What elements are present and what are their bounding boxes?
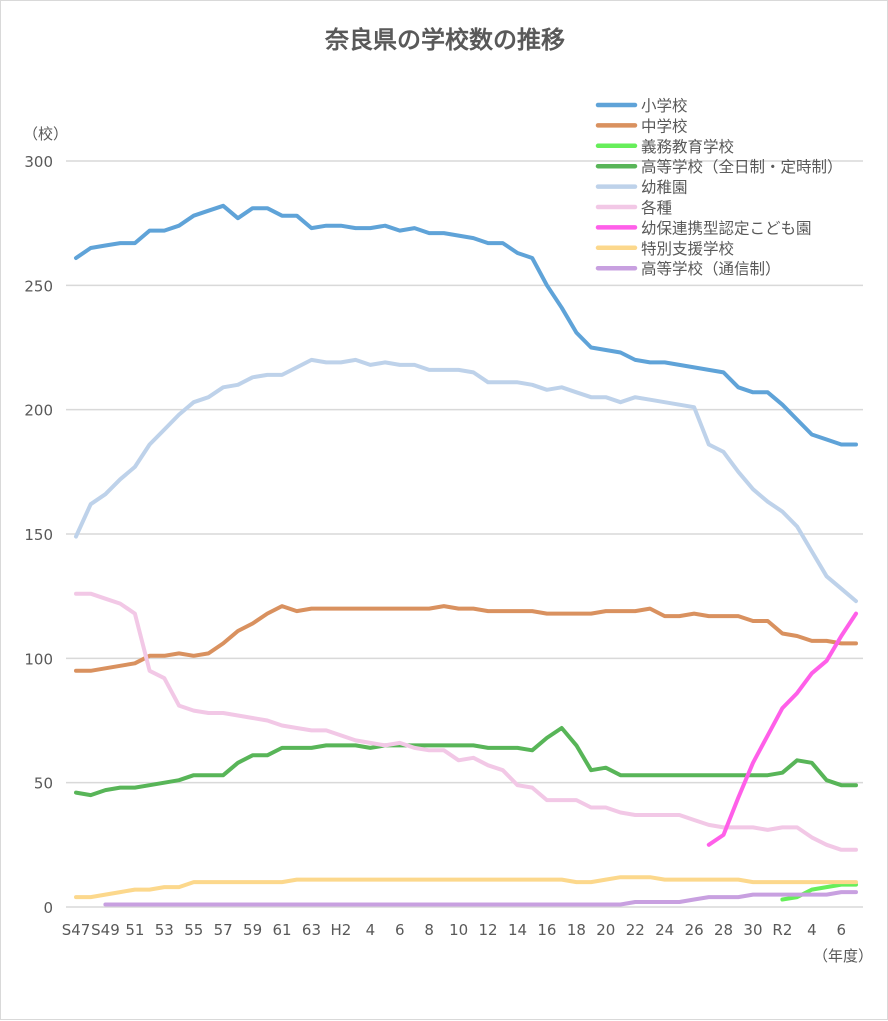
- x-tick-label: 55: [184, 921, 203, 939]
- x-axis-unit: （年度）: [813, 947, 873, 965]
- x-tick-label: 28: [714, 921, 733, 939]
- x-tick-label: 57: [214, 921, 233, 939]
- x-tick-label: 4: [366, 921, 376, 939]
- x-tick-label: 12: [479, 921, 498, 939]
- x-tick-label: 18: [567, 921, 586, 939]
- series-line-5: [74, 591, 858, 852]
- legend-label: 幼保連携型認定こども園: [641, 219, 812, 237]
- y-axis-unit: （校）: [23, 125, 68, 143]
- x-tick-label: 6: [837, 921, 847, 939]
- legend-label: 義務教育学校: [641, 138, 734, 156]
- legend-item: 幼保連携型認定こども園: [595, 219, 812, 237]
- legend-item: 高等学校（通信制）: [595, 260, 781, 278]
- series-line-1: [74, 604, 858, 673]
- x-tick-label: 14: [508, 921, 527, 939]
- chart-title: 奈良県の学校数の推移: [324, 26, 565, 54]
- legend-label: 特別支援学校: [641, 240, 734, 258]
- x-tick-label: 61: [272, 921, 291, 939]
- x-tick-label: 20: [596, 921, 615, 939]
- x-tick-label: S49: [91, 921, 120, 939]
- y-tick-label: 0: [43, 899, 53, 917]
- y-tick-label: 50: [34, 775, 53, 793]
- x-tick-label: 24: [655, 921, 674, 939]
- series-line-8: [103, 890, 858, 907]
- x-tick-label: H2: [330, 921, 351, 939]
- x-tick-label: 59: [243, 921, 262, 939]
- legend-label: 小学校: [641, 97, 688, 115]
- series-line-3: [74, 726, 858, 798]
- x-tick-label: R2: [772, 921, 792, 939]
- legend-item: 高等学校（全日制・定時制）: [595, 158, 843, 176]
- x-tick-label: 53: [155, 921, 174, 939]
- x-tick-label: S47: [62, 921, 91, 939]
- x-tick-label: 16: [537, 921, 556, 939]
- x-tick-label: 4: [807, 921, 817, 939]
- x-tick-label: 10: [449, 921, 468, 939]
- series-line-6: [706, 611, 858, 847]
- legend-label: 各種: [641, 199, 672, 217]
- y-tick-label: 200: [24, 402, 53, 420]
- y-tick-label: 300: [24, 153, 53, 171]
- series-line-7: [74, 875, 858, 900]
- x-tick-label: 8: [424, 921, 434, 939]
- series-line-0: [74, 203, 858, 447]
- x-tick-label: 22: [626, 921, 645, 939]
- legend-item: 各種: [595, 199, 672, 217]
- legend-label: 中学校: [641, 117, 688, 135]
- y-tick-label: 100: [24, 650, 53, 668]
- series-line-4: [74, 357, 858, 604]
- legend-label: 高等学校（全日制・定時制）: [641, 158, 843, 176]
- y-tick-label: 150: [24, 526, 53, 544]
- x-tick-label: 26: [685, 921, 704, 939]
- legend-item: 幼稚園: [595, 179, 688, 197]
- legend-label: 高等学校（通信制）: [641, 260, 781, 278]
- legend-item: 小学校: [595, 97, 688, 115]
- series-line-2: [780, 882, 858, 902]
- legend-item: 特別支援学校: [595, 240, 734, 258]
- x-tick-label: 51: [125, 921, 144, 939]
- legend-label: 幼稚園: [641, 179, 688, 197]
- x-tick-label: 6: [395, 921, 405, 939]
- x-tick-label: 63: [302, 921, 321, 939]
- x-tick-label: 30: [743, 921, 762, 939]
- y-tick-label: 250: [24, 277, 53, 295]
- legend-item: 義務教育学校: [595, 138, 734, 156]
- legend-item: 中学校: [595, 117, 688, 135]
